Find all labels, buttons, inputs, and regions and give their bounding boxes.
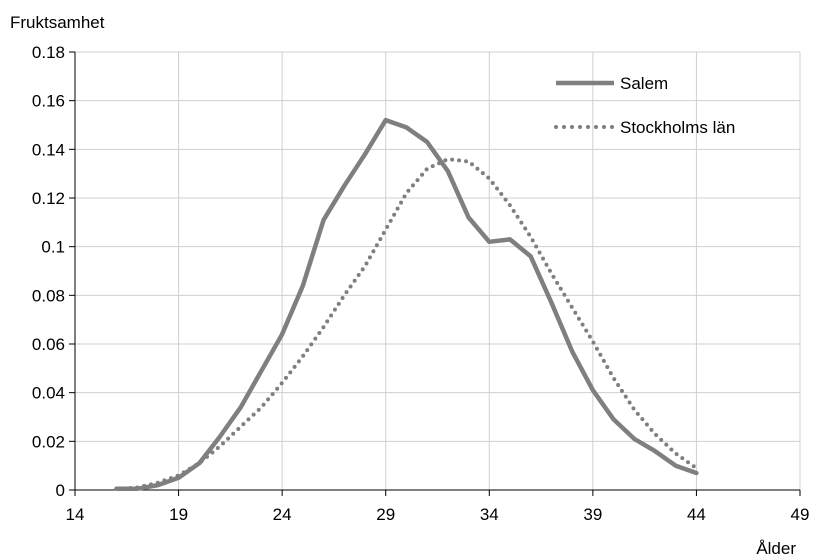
x-axis-tick-labels: 14 19 24 29 34 39 44 49: [66, 505, 810, 524]
y-axis-title: Fruktsamhet: [10, 13, 105, 32]
series-line-salem: [114, 117, 699, 492]
x-tick-label: 29: [376, 505, 395, 524]
legend-label: Salem: [620, 74, 668, 93]
y-tick-label: 0.14: [32, 140, 65, 159]
legend: Salem Stockholms län: [554, 74, 735, 137]
y-tick-label: 0.04: [32, 384, 65, 403]
y-tick-label: 0.1: [41, 238, 65, 257]
x-tick-label: 19: [169, 505, 188, 524]
x-axis-title: Ålder: [756, 539, 796, 558]
x-tick-label: 34: [480, 505, 499, 524]
x-tick-label: 14: [66, 505, 85, 524]
axes: [69, 51, 801, 496]
y-tick-label: 0.16: [32, 92, 65, 111]
y-tick-label: 0: [56, 481, 65, 500]
series-line-stockholms-lan: [114, 157, 699, 491]
x-tick-label: 24: [273, 505, 292, 524]
y-tick-label: 0.12: [32, 189, 65, 208]
x-tick-label: 44: [687, 505, 706, 524]
x-tick-label: 39: [583, 505, 602, 524]
y-tick-label: 0.18: [32, 43, 65, 62]
y-tick-label: 0.06: [32, 335, 65, 354]
y-axis-tick-labels: 0 0.02 0.04 0.06 0.08 0.1 0.12 0.14 0.16 0.18: [32, 43, 65, 500]
legend-label: Stockholms län: [620, 118, 735, 137]
x-tick-label: 49: [791, 505, 810, 524]
grid: [75, 51, 801, 490]
y-tick-label: 0.02: [32, 432, 65, 451]
y-tick-label: 0.08: [32, 286, 65, 305]
series-lines: [114, 117, 699, 492]
